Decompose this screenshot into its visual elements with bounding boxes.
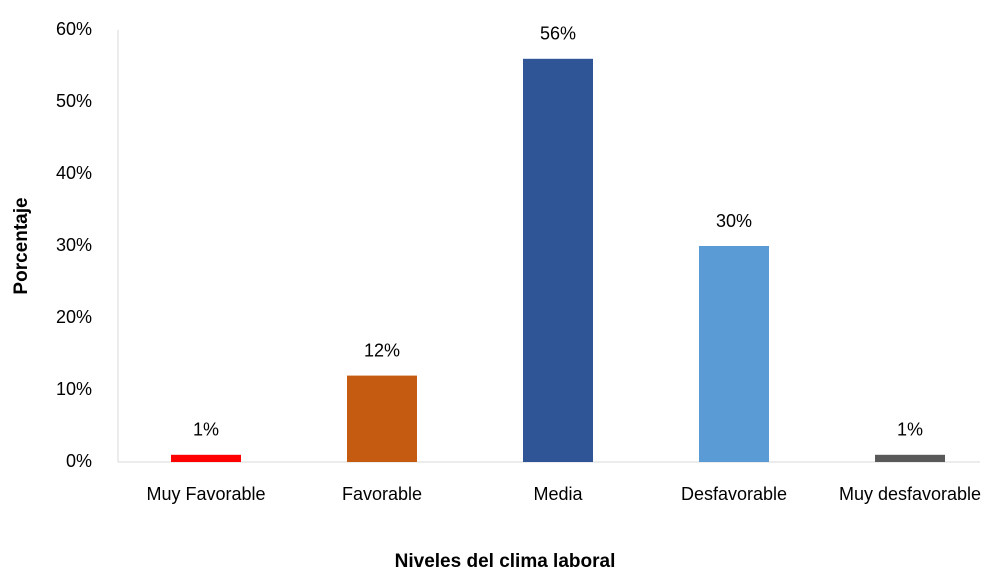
x-tick-label: Muy Favorable bbox=[146, 484, 265, 504]
bar bbox=[347, 375, 417, 462]
y-tick-label: 50% bbox=[56, 91, 92, 111]
x-tick-label: Favorable bbox=[342, 484, 422, 504]
x-tick-label: Desfavorable bbox=[681, 484, 787, 504]
x-tick-label: Muy desfavorable bbox=[839, 484, 981, 504]
bar bbox=[523, 58, 593, 463]
y-tick-label: 20% bbox=[56, 307, 92, 327]
y-tick-label: 10% bbox=[56, 379, 92, 399]
data-label: 1% bbox=[897, 420, 923, 440]
y-tick-label: 40% bbox=[56, 163, 92, 183]
data-label: 30% bbox=[716, 211, 752, 231]
x-axis-title: Niveles del clima laboral bbox=[395, 551, 616, 572]
bar bbox=[699, 246, 769, 462]
x-tick-label: Media bbox=[533, 484, 583, 504]
y-tick-label: 60% bbox=[56, 19, 92, 39]
data-label: 1% bbox=[193, 420, 219, 440]
y-tick-label: 0% bbox=[66, 451, 92, 471]
bar bbox=[171, 454, 241, 462]
y-axis-title: Porcentaje bbox=[11, 197, 32, 294]
y-tick-label: 30% bbox=[56, 235, 92, 255]
bar bbox=[875, 454, 945, 462]
data-label: 12% bbox=[364, 340, 400, 360]
data-label: 56% bbox=[540, 24, 576, 44]
